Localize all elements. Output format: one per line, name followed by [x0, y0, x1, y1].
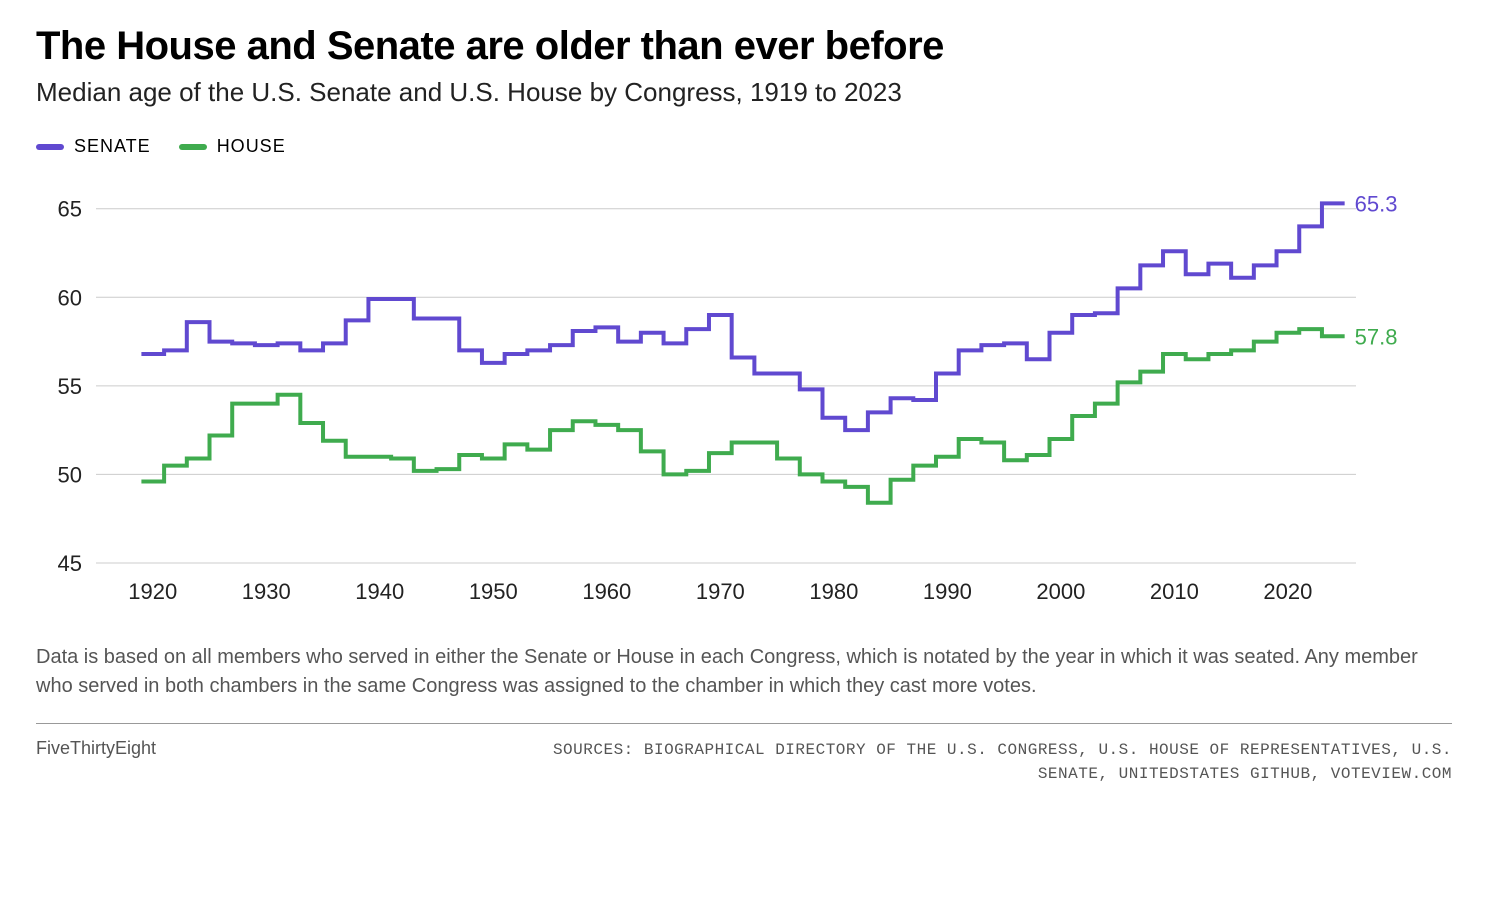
legend-item-senate: SENATE: [36, 136, 151, 157]
line-senate: [141, 203, 1344, 430]
line-house: [141, 329, 1344, 503]
svg-text:1980: 1980: [809, 579, 858, 604]
svg-text:45: 45: [58, 551, 82, 576]
svg-text:1950: 1950: [469, 579, 518, 604]
legend: SENATE HOUSE: [36, 136, 1452, 157]
chart-note: Data is based on all members who served …: [36, 643, 1452, 724]
sources-label: SOURCES: BIOGRAPHICAL DIRECTORY OF THE U…: [552, 738, 1452, 786]
svg-text:1920: 1920: [128, 579, 177, 604]
svg-text:50: 50: [58, 462, 82, 487]
svg-text:60: 60: [58, 285, 82, 310]
legend-label-senate: SENATE: [74, 136, 151, 157]
svg-text:65: 65: [58, 197, 82, 222]
legend-swatch-senate: [36, 144, 64, 150]
legend-label-house: HOUSE: [217, 136, 286, 157]
end-label-house: 57.8: [1355, 324, 1398, 349]
svg-text:1930: 1930: [242, 579, 291, 604]
svg-text:1970: 1970: [696, 579, 745, 604]
chart-title: The House and Senate are older than ever…: [36, 24, 1452, 69]
svg-text:2010: 2010: [1150, 579, 1199, 604]
svg-text:2020: 2020: [1263, 579, 1312, 604]
legend-swatch-house: [179, 144, 207, 150]
svg-text:1960: 1960: [582, 579, 631, 604]
legend-item-house: HOUSE: [179, 136, 286, 157]
chart-svg: 45 50 55 60 65 1920 1930 1940 1950 1960 1970 1980 19…: [36, 181, 1436, 613]
end-label-senate: 65.3: [1355, 191, 1398, 216]
svg-text:1940: 1940: [355, 579, 404, 604]
brand-label: FiveThirtyEight: [36, 738, 156, 759]
chart-footer: FiveThirtyEight SOURCES: BIOGRAPHICAL DI…: [36, 738, 1452, 786]
svg-text:2000: 2000: [1036, 579, 1085, 604]
chart-subtitle: Median age of the U.S. Senate and U.S. H…: [36, 77, 1452, 108]
svg-text:1990: 1990: [923, 579, 972, 604]
svg-text:55: 55: [58, 374, 82, 399]
chart-container: The House and Senate are older than ever…: [0, 0, 1488, 916]
chart-plot-area: 45 50 55 60 65 1920 1930 1940 1950 1960 1970 1980 19…: [36, 181, 1436, 613]
